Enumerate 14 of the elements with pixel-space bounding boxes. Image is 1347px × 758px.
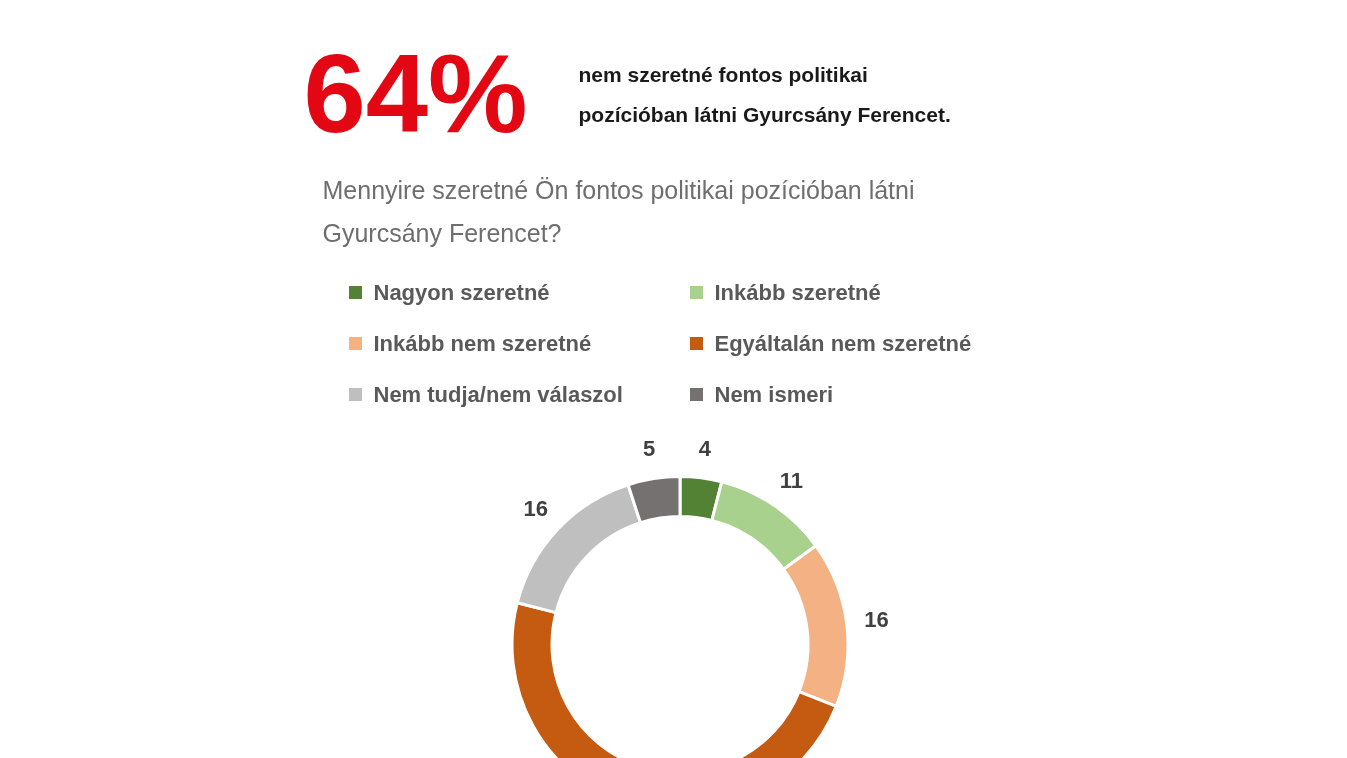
legend-label: Egyáltalán nem szeretné bbox=[714, 331, 972, 356]
data-label: 16 bbox=[523, 496, 548, 522]
legend-label: Inkább nem szeretné bbox=[373, 331, 592, 356]
chart-title: 64% bbox=[303, 30, 528, 156]
legend-label: Inkább szeretné bbox=[714, 280, 881, 305]
data-label: 16 bbox=[864, 607, 889, 633]
chart-subtitle: nem szeretné fontos politikai pozícióban látni Gyurcsány Ferencet. bbox=[578, 62, 951, 126]
data-label: 5 bbox=[642, 436, 656, 462]
text: Mennyire szeretné Ön fontos politikai pozícióban látni Gyurcsány Ferencet? bbox=[322, 175, 915, 247]
data-label: 11 bbox=[779, 468, 803, 494]
legend-label: Nem tudja/nem válaszol bbox=[373, 382, 623, 407]
data-label: 4 bbox=[698, 435, 712, 461]
legend-label: Nagyon szeretné bbox=[373, 280, 550, 305]
legend-label: Nem ismeri bbox=[714, 382, 834, 407]
